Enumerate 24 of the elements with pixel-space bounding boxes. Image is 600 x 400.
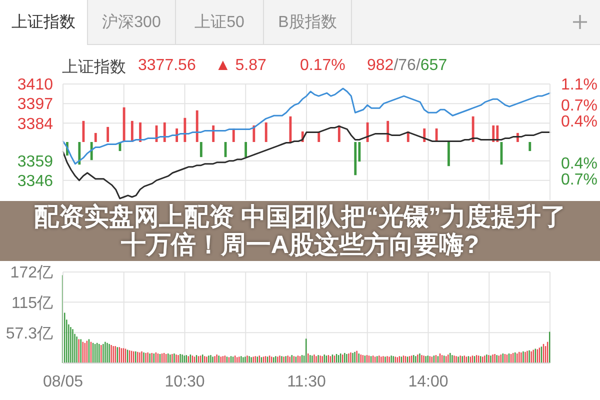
- chart-subtitle: 上证指数: [62, 59, 126, 76]
- x-tick-label: 11:30: [287, 373, 326, 390]
- text: 3377.56: [138, 57, 196, 74]
- y-tick-label: 3346: [17, 173, 54, 190]
- y2-tick-label: 0.7%: [561, 172, 598, 189]
- text: 982/76/657: [367, 57, 448, 74]
- y-tick-label: 115亿: [11, 294, 53, 312]
- x-tick-label: 14:00: [408, 373, 448, 390]
- y2-tick-label: 0.4%: [561, 114, 598, 131]
- text: 0.17%: [300, 57, 346, 74]
- x-tick-label: 08/05: [42, 373, 84, 390]
- tab: 上证指数: [0, 0, 88, 45]
- y2-tick-label: 1.1%: [561, 76, 598, 94]
- y-tick-label: 3359: [17, 153, 54, 170]
- text: 配资实盘网上配资 中国团队把“光镊”力度提升了十万倍！周一A股这些方向要嗨?: [34, 203, 566, 259]
- y-tick-label: 3384: [17, 116, 54, 133]
- y-tick-label: 57.3亿: [6, 325, 53, 342]
- y-tick-label: 3397: [17, 96, 54, 114]
- x-tick-label: 10:30: [164, 373, 205, 390]
- text: ▲ 5.87: [215, 57, 266, 74]
- y2-tick-label: 0.4%: [561, 156, 598, 173]
- y-tick-label: 172亿: [10, 264, 53, 282]
- y-tick-label: 3410: [17, 76, 54, 94]
- y2-tick-label: 0.7%: [561, 98, 598, 115]
